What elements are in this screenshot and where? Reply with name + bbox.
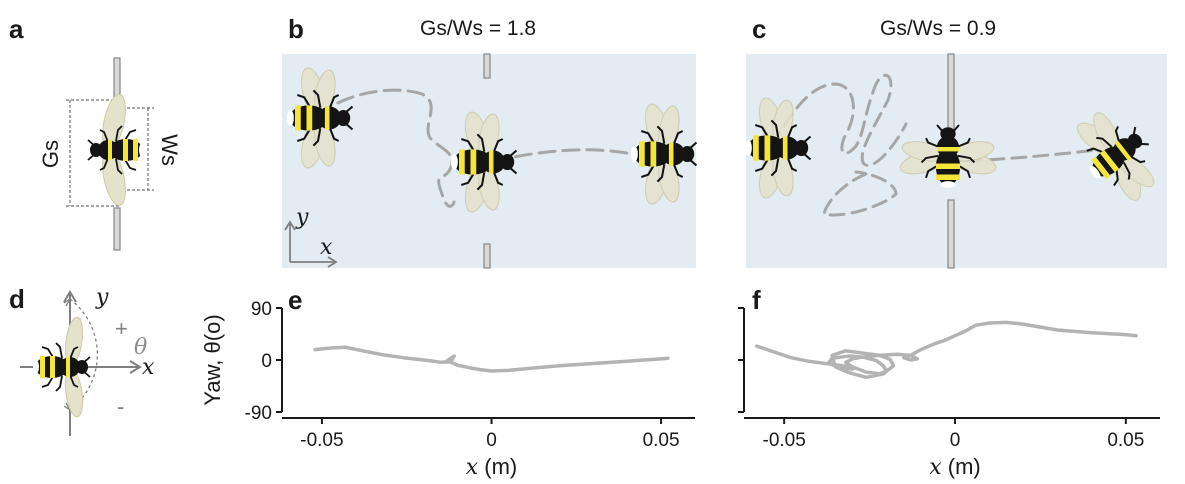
x-tick-label: 0 xyxy=(950,430,961,451)
gap-wall-top xyxy=(113,57,121,99)
panel-c-title: Gs/Ws = 0.9 xyxy=(880,17,997,40)
minus-sign: - xyxy=(117,394,124,419)
y-tick-label: -90 xyxy=(245,403,272,424)
panel-letter-e: e xyxy=(288,285,303,315)
panel-d-schematic: y x + θ - xyxy=(20,285,155,436)
panel-b-trajectory: y x xyxy=(284,53,698,269)
y-tick-label: 0 xyxy=(261,351,272,372)
axis-y-label: y xyxy=(295,205,309,230)
gs-label: Gs xyxy=(38,140,63,168)
x-tick-label: 0 xyxy=(486,430,497,451)
x-axis-label: x (m) xyxy=(466,454,518,480)
x-tick-label: 0.05 xyxy=(1107,430,1144,451)
x-axis-label: x (m) xyxy=(929,454,981,480)
panel-letter-a: a xyxy=(9,14,24,44)
x-tick-label: -0.05 xyxy=(763,430,806,451)
axis-x-label: x xyxy=(142,355,155,380)
panel-letter-d: d xyxy=(9,284,25,314)
x-tick-label: -0.05 xyxy=(300,430,343,451)
gap-wall-bottom xyxy=(113,207,121,251)
panel-a-schematic: Gs Ws xyxy=(38,57,182,251)
ws-label: Ws xyxy=(157,134,182,166)
axis-arrows xyxy=(284,220,338,268)
trajectory-path xyxy=(770,73,1098,217)
panel-letter-f: f xyxy=(752,285,761,315)
bee-icon xyxy=(1060,95,1174,215)
bee-icon xyxy=(896,124,1000,189)
gap-wall-bottom xyxy=(483,243,491,269)
yaw-series-line xyxy=(313,345,670,373)
bee-icon xyxy=(33,316,91,418)
bee-icon xyxy=(629,100,698,208)
axis-x-label: x xyxy=(320,235,333,260)
y-axis-label: Yaw, θ(o) xyxy=(200,314,225,405)
panel-letter-c: c xyxy=(752,14,767,44)
plus-sign: + xyxy=(115,316,128,341)
bee-icon xyxy=(87,94,145,206)
panel-letter-b: b xyxy=(288,14,304,44)
bee-icon xyxy=(285,64,354,172)
x-tick-label: 0.05 xyxy=(643,430,680,451)
theta-label: θ xyxy=(134,335,147,360)
y-tick-label: 90 xyxy=(251,299,272,320)
bee-icon xyxy=(449,108,518,216)
chart-f: -0.05 0 0.05 x (m) xyxy=(738,307,1160,480)
bee-icon xyxy=(743,94,812,202)
gap-wall-top xyxy=(947,53,955,133)
axis-y-label: y xyxy=(95,285,109,310)
panel-c-trajectory xyxy=(743,53,1174,269)
panel-b-title: Gs/Ws = 1.8 xyxy=(420,17,537,40)
gap-wall-bottom xyxy=(947,199,955,269)
chart-e: 90 0 -90 -0.05 0 0.05 x (m) Yaw, θ(o) xyxy=(200,299,695,480)
gap-wall-top xyxy=(483,53,491,79)
yaw-series-line xyxy=(755,320,1138,380)
